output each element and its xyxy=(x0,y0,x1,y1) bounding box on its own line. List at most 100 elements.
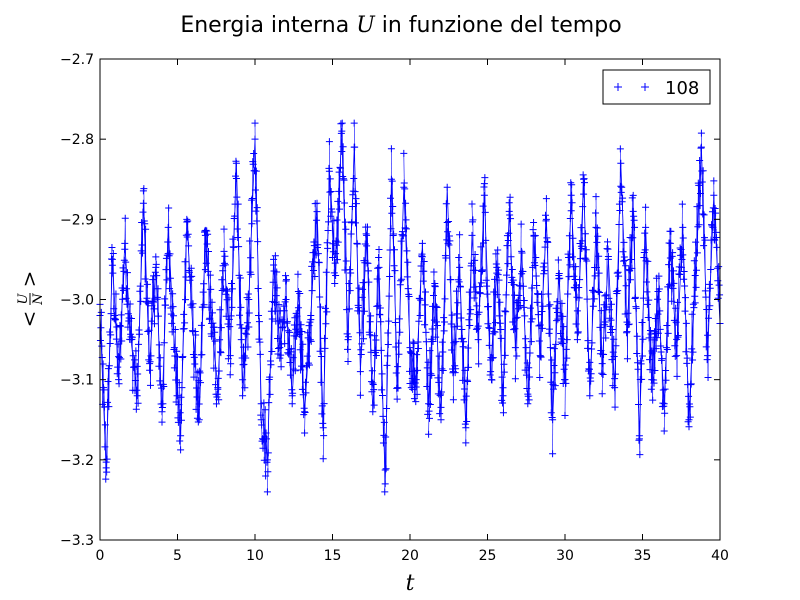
data-point-108 xyxy=(487,368,495,376)
data-point-108 xyxy=(121,239,129,247)
data-point-108 xyxy=(666,239,674,247)
data-point-108 xyxy=(530,231,538,239)
data-point-108 xyxy=(598,360,606,368)
data-point xyxy=(399,232,407,240)
data-point-108 xyxy=(369,408,377,416)
chart-title-before: Energia interna xyxy=(180,13,356,38)
data-point xyxy=(647,385,655,393)
data-point-108 xyxy=(549,416,557,424)
data-point-108 xyxy=(245,296,253,303)
y-label-gt: > xyxy=(17,271,41,288)
plot-area xyxy=(100,59,720,540)
data-point-108 xyxy=(307,312,315,320)
data-point-108 xyxy=(239,392,247,400)
data-point xyxy=(375,253,383,261)
data-point-108 xyxy=(139,199,147,207)
data-point-108 xyxy=(270,255,278,263)
x-tick-label: 40 xyxy=(711,548,729,564)
data-point xyxy=(536,374,544,382)
data-point-108 xyxy=(536,352,544,360)
data-point xyxy=(505,229,513,237)
data-point-108 xyxy=(468,231,476,239)
tick-layer: 0 5 10 15 20 25 30 35 40 −3.3 −3.2 −3.1 −3.0 −2.9 −2.8… xyxy=(60,52,729,564)
data-point-108 xyxy=(555,271,563,279)
x-tick-label: 0 xyxy=(96,548,105,564)
y-axis-label: < U N > xyxy=(16,271,46,328)
data-point xyxy=(691,292,699,300)
data-point-108 xyxy=(604,255,612,263)
data-point-108 xyxy=(214,384,222,392)
data-point xyxy=(164,238,172,246)
data-point-108 xyxy=(356,368,364,376)
y-tick-label: −3.1 xyxy=(60,373,94,389)
data-point xyxy=(102,475,110,483)
chart-title-after: in funzione del tempo xyxy=(375,13,622,38)
series-layer xyxy=(96,119,724,496)
data-point xyxy=(585,365,593,373)
data-point-108 xyxy=(183,215,191,223)
data-point xyxy=(629,234,637,242)
data-point-108 xyxy=(673,352,681,360)
data-point-108 xyxy=(561,376,569,384)
data-point-108 xyxy=(697,143,705,151)
data-point-108 xyxy=(344,336,352,344)
y-tick-label: −2.7 xyxy=(60,52,94,68)
data-point-108 xyxy=(115,376,123,384)
data-point xyxy=(182,231,190,239)
data-point-108 xyxy=(567,191,575,199)
data-point xyxy=(641,246,649,254)
data-point-108 xyxy=(685,416,693,424)
data-point xyxy=(598,369,606,377)
data-point-108 xyxy=(654,287,662,295)
data-point xyxy=(350,174,358,182)
data-point xyxy=(344,345,352,353)
data-point-108 xyxy=(474,336,482,344)
data-point-108 xyxy=(580,175,588,183)
data-point-108 xyxy=(586,392,594,400)
data-point-108 xyxy=(381,480,389,488)
data-point xyxy=(108,244,116,252)
data-point xyxy=(381,488,389,496)
data-point-108 xyxy=(127,336,135,344)
data-point-108 xyxy=(679,223,687,231)
data-point-108 xyxy=(313,199,321,207)
data-point-108 xyxy=(623,328,631,336)
x-tick-label: 5 xyxy=(173,548,182,564)
data-point-108 xyxy=(294,287,302,295)
x-tick-label: 30 xyxy=(556,548,574,564)
x-tick-label: 25 xyxy=(479,548,497,564)
data-point-108 xyxy=(660,400,668,408)
data-point-108 xyxy=(418,239,426,247)
data-point-108 xyxy=(363,231,371,239)
data-point xyxy=(604,245,612,253)
y-tick-label: −2.9 xyxy=(60,212,94,228)
x-tick-label: 10 xyxy=(246,548,264,564)
data-point-108 xyxy=(170,344,178,352)
data-point-108 xyxy=(642,223,650,231)
data-point-108 xyxy=(449,368,457,376)
data-point-108 xyxy=(152,263,160,271)
data-point-108 xyxy=(480,191,488,199)
data-point-108 xyxy=(400,183,408,191)
legend-plus-marker xyxy=(641,83,649,91)
data-point-108 xyxy=(431,279,439,287)
data-point-108 xyxy=(158,408,166,416)
data-point xyxy=(176,409,184,417)
data-point-108 xyxy=(406,344,414,352)
data-point-108 xyxy=(691,271,699,279)
data-point-108 xyxy=(518,247,526,255)
data-point-108 xyxy=(387,175,395,183)
data-point-108 xyxy=(251,135,259,143)
data-point-108 xyxy=(164,223,172,231)
data-point-108 xyxy=(710,191,718,199)
data-point xyxy=(424,358,432,366)
legend-marker-left xyxy=(614,83,622,91)
y-label-lt: < xyxy=(17,311,41,328)
data-point-108 xyxy=(493,263,501,271)
data-point xyxy=(288,386,296,394)
data-point xyxy=(306,336,314,344)
data-point-108 xyxy=(146,360,154,368)
data-point xyxy=(654,295,662,303)
x-tick-label: 15 xyxy=(324,548,342,564)
data-point-108 xyxy=(133,392,141,400)
